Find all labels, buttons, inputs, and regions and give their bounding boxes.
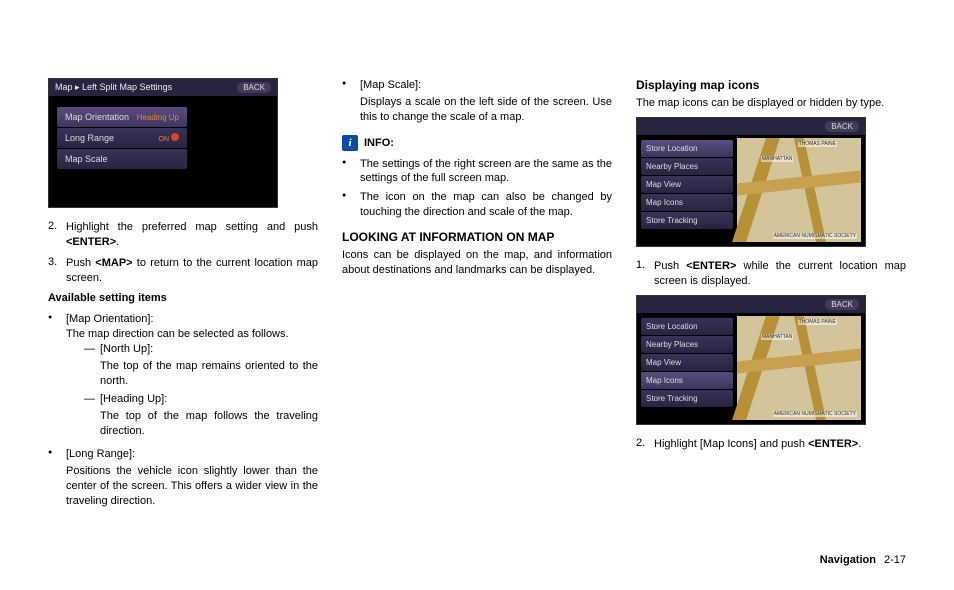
step-1: 1. Push <ENTER> while the current locati… <box>636 259 906 289</box>
step-text: Highlight [Map Icons] and push <ENTER>. <box>654 437 906 452</box>
back-button-pill: BACK <box>237 82 271 93</box>
screenshot-side-menu: Store Location Nearby Places Map View Ma… <box>641 318 733 407</box>
menu-item-label: Long Range <box>65 133 114 143</box>
map-label: HALL PARK <box>767 184 796 190</box>
column-1: Map ▸ Left Split Map Settings BACK Map O… <box>48 78 318 512</box>
step-number: 3. <box>48 256 66 286</box>
menu-item-value: Heading Up <box>137 113 179 122</box>
available-settings-heading: Available setting items <box>48 291 318 306</box>
step-number: 1. <box>636 259 654 289</box>
section-heading-looking: LOOKING AT INFORMATION ON MAP <box>342 230 612 244</box>
subheading-displaying-icons: Displaying map icons <box>636 78 906 92</box>
map-label: AMERICAN NUMISMATIC SOCIETY <box>773 233 857 239</box>
step-2b: 2. Highlight [Map Icons] and push <ENTER… <box>636 437 906 452</box>
map-label: HALL PARK <box>767 362 796 368</box>
step-2: 2. Highlight the preferred map setting a… <box>48 220 318 250</box>
menu-item-label: Map Orientation <box>65 112 129 122</box>
info-heading-row: i INFO: <box>342 135 612 151</box>
info-text: The icon on the map can also be changed … <box>360 190 612 220</box>
screenshot-header: BACK <box>637 296 865 313</box>
dash-north-up: [North Up]: The top of the map remains o… <box>84 342 318 389</box>
bullet-label: [Long Range]: <box>66 448 135 460</box>
screenshot-map-settings: Map ▸ Left Split Map Settings BACK Map O… <box>48 78 278 208</box>
screenshot-breadcrumb: Map ▸ Left Split Map Settings <box>55 82 172 93</box>
back-button-pill: BACK <box>825 121 859 132</box>
map-label: THOMAS PAINE <box>798 141 837 147</box>
info-bullet-2: The icon on the map can also be changed … <box>342 190 612 220</box>
info-text: The settings of the right screen are the… <box>360 157 612 187</box>
info-label: INFO: <box>364 137 394 149</box>
step-3: 3. Push <MAP> to return to the current l… <box>48 256 318 286</box>
bullet-list-1: [Map Orientation]: The map direction can… <box>48 312 318 508</box>
bullet-text: Displays a scale on the left side of the… <box>360 95 612 125</box>
map-label: MANHATTAN <box>761 156 793 162</box>
intro-text: The map icons can be displayed or hidden… <box>636 96 906 111</box>
menu-item-map-scale: Map Scale <box>57 149 187 169</box>
menu-item: Nearby Places <box>641 336 733 353</box>
step-number: 2. <box>636 437 654 452</box>
bullet-text: Positions the vehicle icon slightly lowe… <box>66 464 318 509</box>
dash-label: [Heading Up]: <box>100 392 167 407</box>
map-label: AMERICAN NUMISMATIC SOCIETY <box>773 411 857 417</box>
steps-list-3a: 1. Push <ENTER> while the current locati… <box>636 259 906 289</box>
screenshot-map-area: THOMAS PAINE MANHATTAN HALL PARK AMERICA… <box>737 316 861 420</box>
bullet-label: [Map Scale]: <box>360 79 421 91</box>
menu-item-long-range: Long Range ON <box>57 128 187 148</box>
dash-text: The top of the map follows the traveling… <box>84 409 318 439</box>
bullet-long-range: [Long Range]: Positions the vehicle icon… <box>48 447 318 508</box>
dash-list: [North Up]: The top of the map remains o… <box>66 342 318 439</box>
column-3: Displaying map icons The map icons can b… <box>636 78 906 512</box>
screenshot-side-menu: Store Location Nearby Places Map View Ma… <box>641 140 733 229</box>
menu-item: Map Icons <box>641 372 733 389</box>
menu-item: Map View <box>641 176 733 193</box>
bullet-label: [Map Orientation]: <box>66 313 153 325</box>
menu-item-map-orientation: Map Orientation Heading Up <box>57 107 187 127</box>
screenshot-map-icons-2: BACK THOMAS PAINE MANHATTAN HALL PARK AM… <box>636 295 866 425</box>
step-text: Push <ENTER> while the current location … <box>654 259 906 289</box>
menu-item-label: Map Scale <box>65 154 108 164</box>
step-text: Highlight the preferred map setting and … <box>66 220 318 250</box>
menu-item: Store Tracking <box>641 390 733 407</box>
footer-section-label: Navigation <box>820 554 876 566</box>
screenshot-menu: Map Orientation Heading Up Long Range ON… <box>57 107 187 169</box>
dash-text: The top of the map remains oriented to t… <box>84 359 318 389</box>
info-bullet-list: The settings of the right screen are the… <box>342 157 612 220</box>
menu-item: Store Location <box>641 140 733 157</box>
back-button-pill: BACK <box>825 299 859 310</box>
screenshot-header: Map ▸ Left Split Map Settings BACK <box>49 79 277 96</box>
steps-list-1: 2. Highlight the preferred map setting a… <box>48 220 318 285</box>
step-text: Push <MAP> to return to the current loca… <box>66 256 318 286</box>
screenshot-header: BACK <box>637 118 865 135</box>
on-indicator: ON <box>159 133 180 143</box>
bullet-map-orientation: [Map Orientation]: The map direction can… <box>48 312 318 443</box>
page-columns: Map ▸ Left Split Map Settings BACK Map O… <box>48 78 906 512</box>
screenshot-map-icons-1: BACK THOMAS PAINE MANHATTAN HALL PARK AM… <box>636 117 866 247</box>
bullet-text: The map direction can be selected as fol… <box>66 327 318 342</box>
steps-list-3b: 2. Highlight [Map Icons] and push <ENTER… <box>636 437 906 452</box>
bullet-list-2: [Map Scale]: Displays a scale on the lef… <box>342 78 612 125</box>
map-label: THOMAS PAINE <box>798 319 837 325</box>
dash-label: [North Up]: <box>100 342 153 357</box>
screenshot-map-area: THOMAS PAINE MANHATTAN HALL PARK AMERICA… <box>737 138 861 242</box>
bullet-map-scale: [Map Scale]: Displays a scale on the lef… <box>342 78 612 125</box>
on-dot-icon <box>171 133 179 141</box>
page-footer: Navigation 2-17 <box>820 554 906 566</box>
dash-heading-up: [Heading Up]: The top of the map follows… <box>84 392 318 439</box>
menu-item: Map Icons <box>641 194 733 211</box>
column-2: [Map Scale]: Displays a scale on the lef… <box>342 78 612 512</box>
menu-item: Map View <box>641 354 733 371</box>
map-label: MANHATTAN <box>761 334 793 340</box>
menu-item: Store Location <box>641 318 733 335</box>
menu-item: Store Tracking <box>641 212 733 229</box>
info-icon: i <box>342 135 358 151</box>
menu-item: Nearby Places <box>641 158 733 175</box>
step-number: 2. <box>48 220 66 250</box>
section-body: Icons can be displayed on the map, and i… <box>342 248 612 278</box>
info-bullet-1: The settings of the right screen are the… <box>342 157 612 187</box>
footer-page-number: 2-17 <box>884 554 906 566</box>
